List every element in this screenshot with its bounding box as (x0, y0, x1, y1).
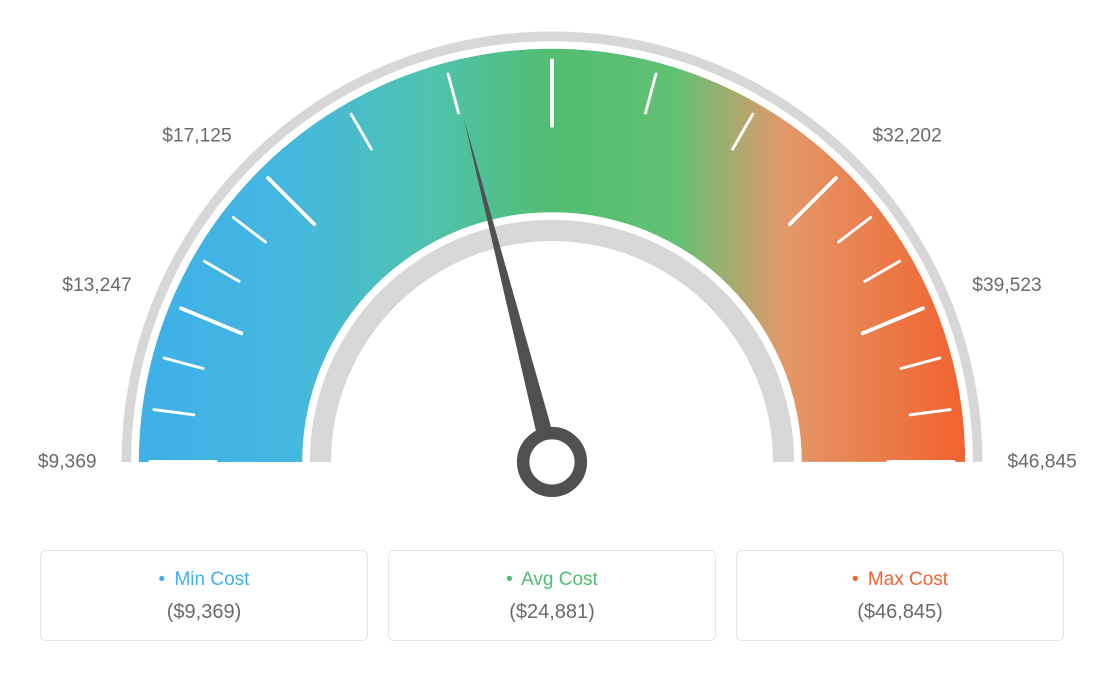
scale-label: $32,202 (872, 126, 941, 147)
legend-value: ($9,369) (51, 601, 357, 624)
legend-dot-icon: • (506, 569, 513, 590)
legend-dot-icon: • (852, 569, 859, 590)
scale-label: $39,523 (972, 275, 1041, 296)
legend-title: • Min Cost (51, 569, 357, 591)
legend-title: • Avg Cost (399, 569, 705, 591)
legend-title-text: Avg Cost (521, 569, 598, 590)
scale-label: $13,247 (62, 275, 131, 296)
gauge-hub (523, 433, 581, 491)
gauge-svg: $9,369$13,247$17,125$24,881$32,202$39,52… (20, 20, 1084, 510)
legend-title: • Max Cost (747, 569, 1053, 591)
legend-dot-icon: • (159, 569, 166, 590)
legend-card-max: • Max Cost ($46,845) (736, 550, 1064, 641)
legend-title-text: Max Cost (868, 569, 948, 590)
legend-value: ($24,881) (399, 601, 705, 624)
legend-title-text: Min Cost (174, 569, 249, 590)
scale-label: $9,369 (38, 452, 97, 473)
scale-label: $17,125 (162, 126, 231, 147)
cost-gauge-chart: $9,369$13,247$17,125$24,881$32,202$39,52… (20, 20, 1084, 510)
legend-card-avg: • Avg Cost ($24,881) (388, 550, 716, 641)
legend-card-min: • Min Cost ($9,369) (40, 550, 368, 641)
scale-label: $46,845 (1007, 452, 1076, 473)
legend-row: • Min Cost ($9,369) • Avg Cost ($24,881)… (20, 550, 1084, 641)
legend-value: ($46,845) (747, 601, 1053, 624)
